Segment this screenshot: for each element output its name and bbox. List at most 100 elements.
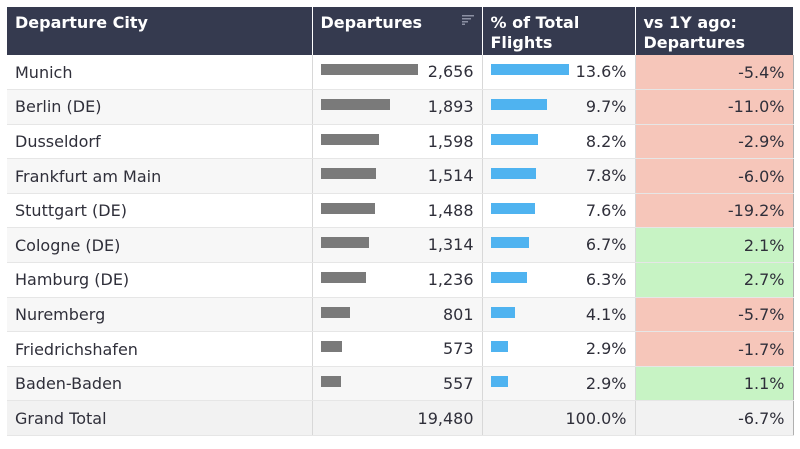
table-row[interactable]: Friedrichshafen 573 2.9% -1.7% [7,331,794,367]
header-departures[interactable]: Departures [312,7,483,55]
cell-city: Cologne (DE) [7,227,313,264]
cell-vs-1y-change: 2.7% [635,262,794,298]
departures-bar [320,64,418,75]
pct-total-bar [490,237,529,249]
cell-vs-1y-change: 1.1% [635,366,794,402]
cell-city: Friedrichshafen [7,331,313,367]
table-row[interactable]: Hamburg (DE) 1,236 6.3% 2.7% [7,262,794,298]
sort-descending-icon[interactable] [461,15,474,25]
cell-departures: 1,598 [312,124,483,160]
cell-departures: 1,314 [312,227,483,264]
departures-value: 1,236 [427,270,474,290]
pct-total-value: 7.6% [585,200,627,220]
table-row[interactable]: Munich 2,656 13.6% -5.4% [7,55,794,91]
cell-departures: 1,514 [312,158,483,194]
departures-value: 1,598 [427,131,474,151]
departures-table: Departure City Departures % of Total Fli… [7,7,794,437]
table-row[interactable]: Stuttgart (DE) 1,488 7.6% -19.2% [7,193,794,229]
cell-vs-1y-change: -5.4% [635,55,794,91]
cell-city: Munich [7,55,313,91]
cell-city: Dusseldorf [7,124,313,160]
cell-departures: 1,236 [312,262,483,298]
departures-value: 801 [442,304,474,324]
cell-pct-total: 7.6% [482,193,636,229]
cell-pct-total: 8.2% [482,124,636,160]
table-row[interactable]: Berlin (DE) 1,893 9.7% -11.0% [7,89,794,125]
pct-total-bar [490,202,535,214]
grand-total-label: Grand Total [7,400,313,437]
cell-vs-1y-change: -1.7% [635,331,794,367]
departures-bar [320,272,366,284]
cell-vs-1y-change: -19.2% [635,193,794,229]
cell-vs-1y-change: 2.1% [635,227,794,264]
cell-departures: 2,656 [312,55,483,91]
cell-city: Berlin (DE) [7,89,313,125]
pct-total-value: 8.2% [585,131,627,151]
cell-departures: 573 [312,331,483,367]
pct-total-value: 2.9% [585,339,627,359]
cell-pct-total: 4.1% [482,297,636,333]
departures-value: 557 [442,373,474,393]
pct-total-value: 13.6% [575,62,627,81]
departures-value: 1,514 [427,166,474,186]
departures-value: 1,893 [427,97,474,117]
cell-city: Frankfurt am Main [7,158,313,194]
pct-total-bar [490,99,547,111]
departures-bar [320,202,375,214]
grand-total-pct: 100.0% [482,400,636,437]
header-pct-total[interactable]: % of Total Flights [482,7,636,55]
cell-pct-total: 7.8% [482,158,636,194]
pct-total-bar [490,375,508,387]
cell-pct-total: 13.6% [482,55,636,91]
header-row: Departure City Departures % of Total Fli… [7,7,793,55]
table-row[interactable]: Baden-Baden 557 2.9% 1.1% [7,366,794,402]
cell-city: Hamburg (DE) [7,262,313,298]
departures-value: 573 [442,339,474,359]
pct-total-value: 6.7% [585,235,627,255]
pct-total-bar [490,133,538,145]
table-row[interactable]: Dusseldorf 1,598 8.2% -2.9% [7,124,794,160]
pct-total-bar [490,272,527,284]
header-vs-1y[interactable]: vs 1Y ago: Departures [635,7,793,55]
pct-total-value: 7.8% [585,166,627,186]
cell-departures: 1,488 [312,193,483,229]
departures-value: 1,314 [427,235,474,255]
pct-total-bar [490,168,536,180]
table-row[interactable]: Frankfurt am Main 1,514 7.8% -6.0% [7,158,794,194]
cell-vs-1y-change: -5.7% [635,297,794,333]
grand-total-departures: 19,480 [312,400,483,437]
departures-value: 2,656 [427,62,474,81]
cell-pct-total: 6.3% [482,262,636,298]
cell-vs-1y-change: -6.0% [635,158,794,194]
pct-total-value: 4.1% [585,304,627,324]
departures-bar [320,306,350,318]
cell-vs-1y-change: -2.9% [635,124,794,160]
pct-total-bar [490,64,569,75]
table-row[interactable]: Nuremberg 801 4.1% -5.7% [7,297,794,333]
cell-departures: 557 [312,366,483,402]
cell-pct-total: 2.9% [482,331,636,367]
pct-total-bar [490,306,515,318]
departures-bar [320,99,390,111]
cell-pct-total: 2.9% [482,366,636,402]
header-departure-city[interactable]: Departure City [7,7,313,55]
cell-pct-total: 9.7% [482,89,636,125]
pct-total-value: 6.3% [585,270,627,290]
cell-city: Nuremberg [7,297,313,333]
cell-departures: 1,893 [312,89,483,125]
pct-total-value: 9.7% [585,97,627,117]
departures-bar [320,133,379,145]
pct-total-value: 2.9% [585,373,627,393]
departures-bar [320,375,341,387]
cell-city: Stuttgart (DE) [7,193,313,229]
cell-departures: 801 [312,297,483,333]
departures-bar [320,237,369,249]
pct-total-bar [490,341,508,353]
grand-total-change: -6.7% [635,400,794,437]
cell-city: Baden-Baden [7,366,313,402]
header-departures-label: Departures [320,13,423,32]
table-row[interactable]: Cologne (DE) 1,314 6.7% 2.1% [7,227,794,264]
cell-vs-1y-change: -11.0% [635,89,794,125]
departures-value: 1,488 [427,200,474,220]
